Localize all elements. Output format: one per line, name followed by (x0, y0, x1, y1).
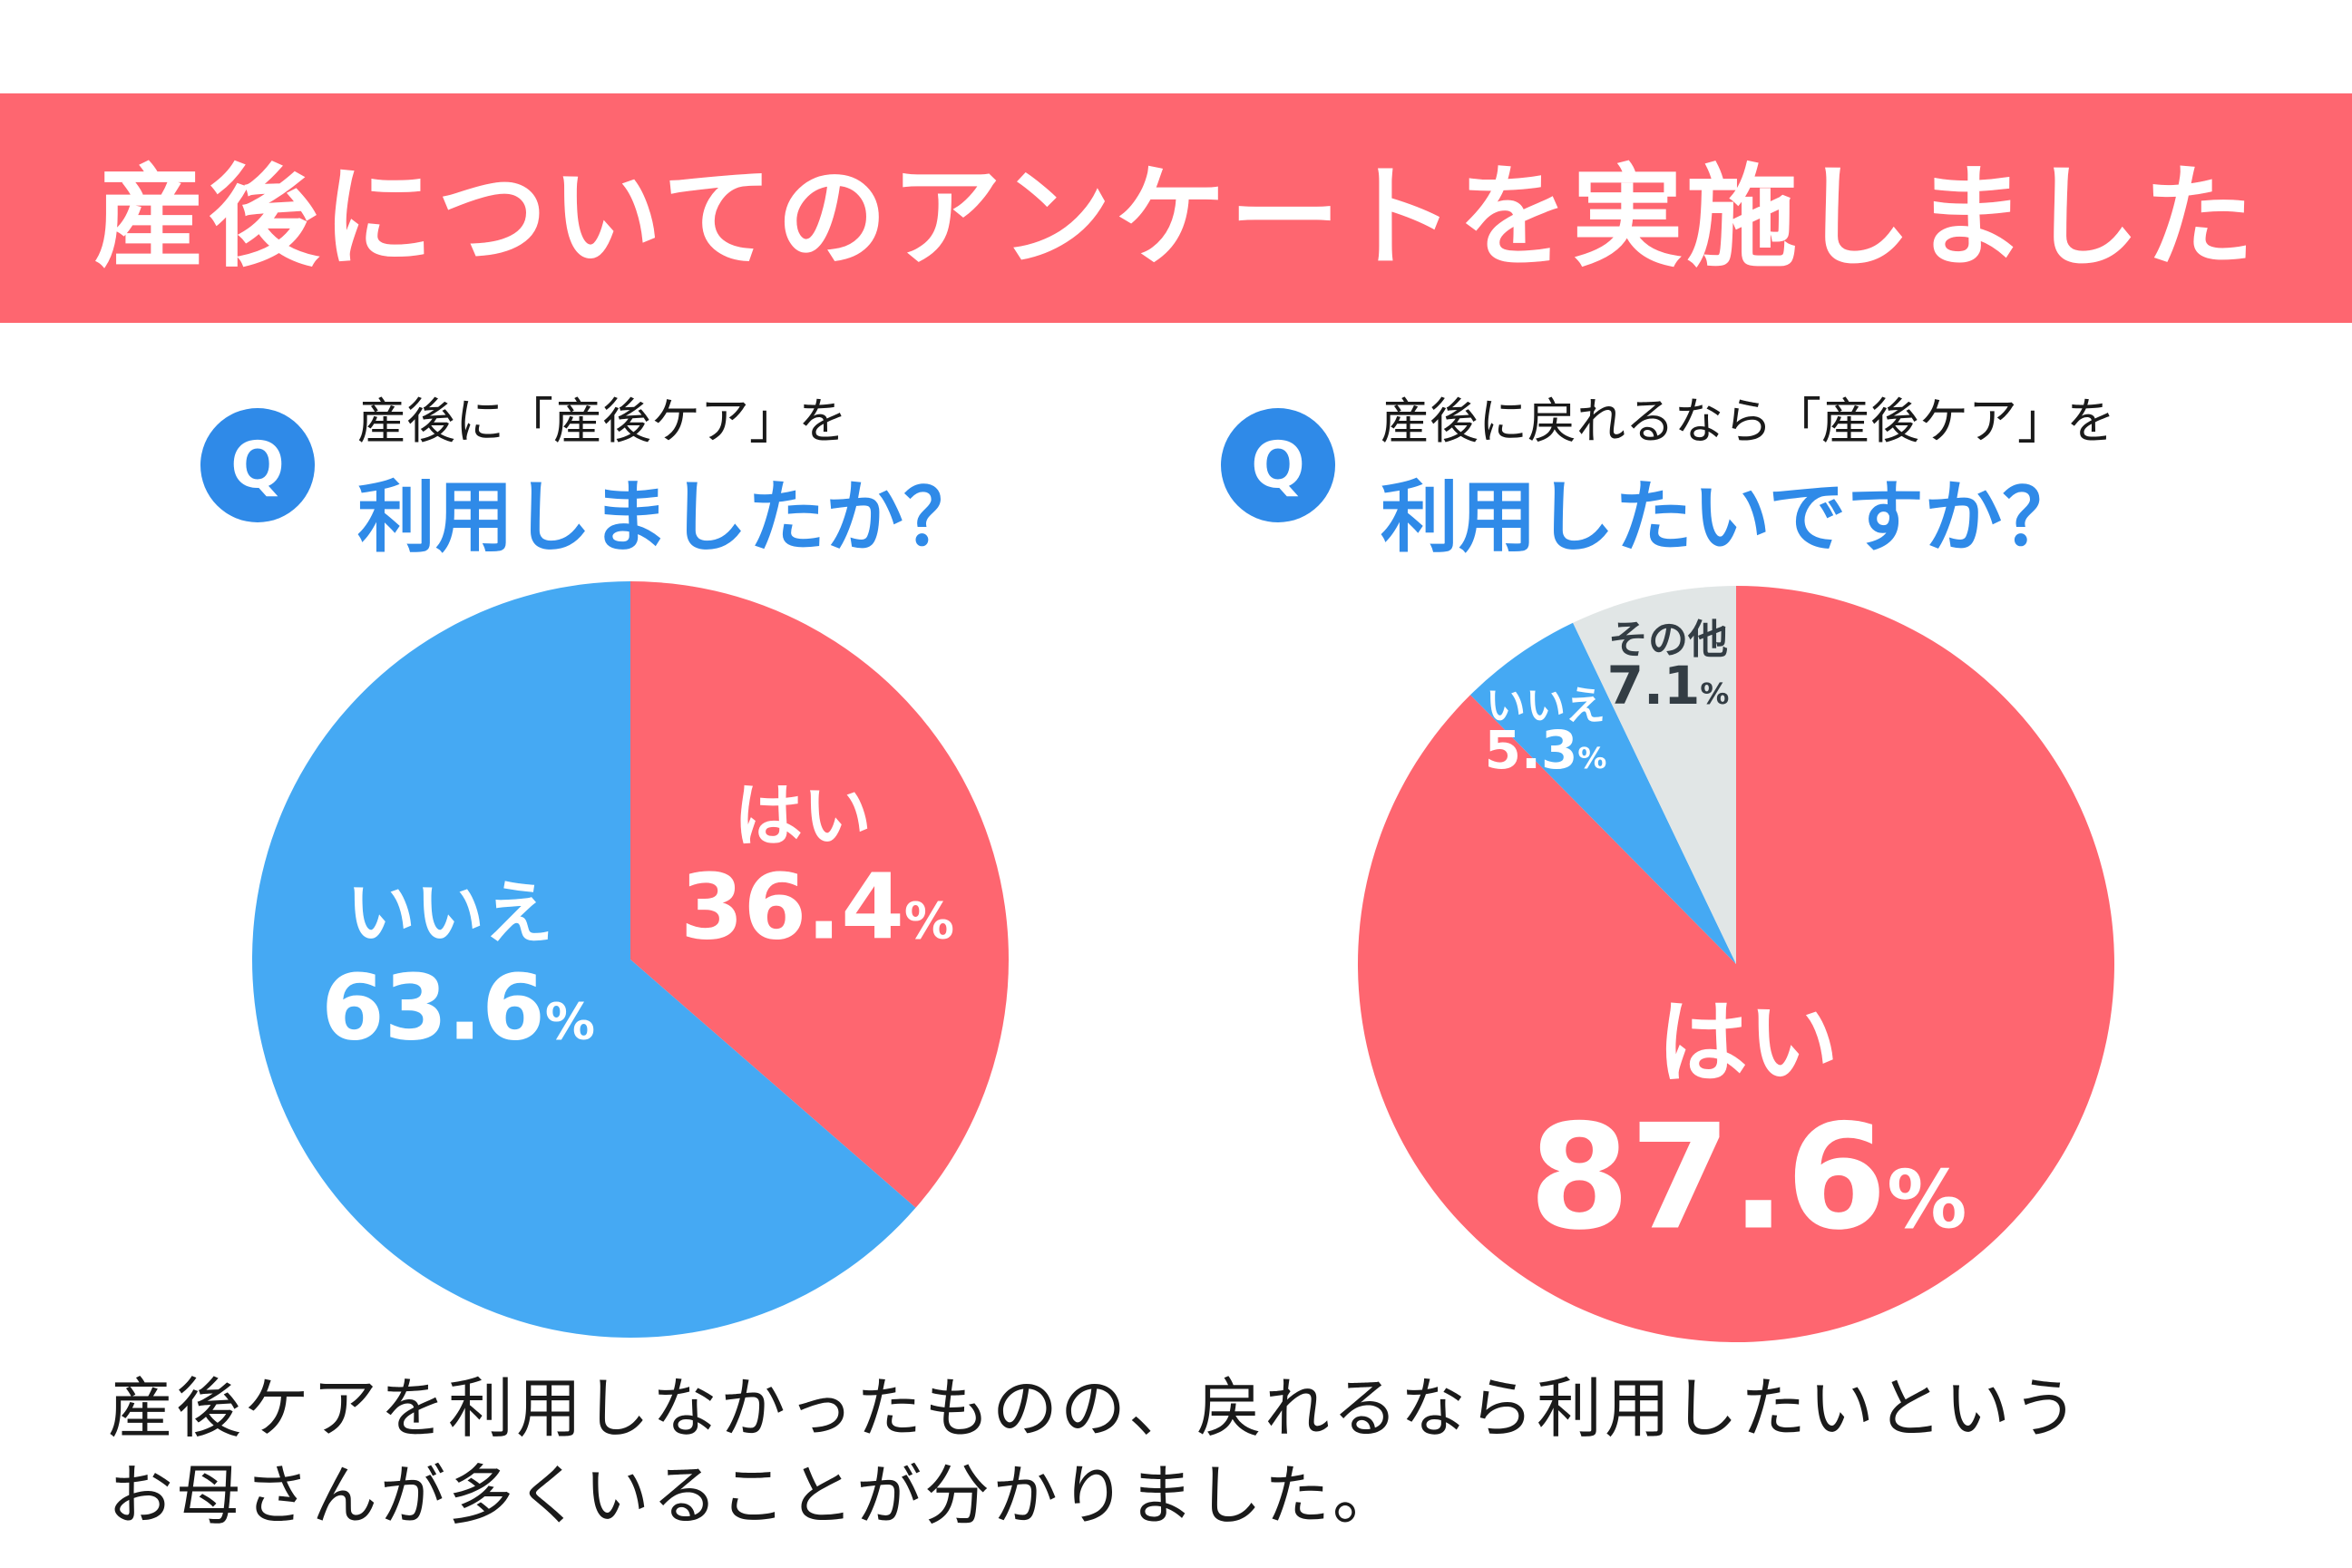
slice-value-other: 7.1% (1606, 655, 1730, 716)
slice-label-no: いいえ (346, 872, 553, 953)
pie-chart-used (251, 581, 1010, 1338)
q-badge-icon: Q (200, 408, 315, 522)
question-2-line2: 利用したいですか？ (1381, 472, 2081, 563)
page-title: 産後についてのアンケートを実施しました (93, 153, 2259, 282)
question-1-line2: 利用しましたか？ (357, 472, 981, 563)
pie-slice-no (1469, 622, 1736, 964)
slice-value-yes: 36.4% (680, 853, 954, 960)
question-2-line1: 産後に戻れるなら「産後ケア」を (1381, 393, 2115, 450)
slice-label-yes: はい (1657, 989, 1839, 1096)
summary-line-1: 産後ケアを利用しなかったものの、戻れるなら利用したいという (108, 1370, 2082, 1446)
q-badge-icon: Q (1221, 408, 1335, 522)
pie-slice-no (251, 581, 916, 1338)
summary-line-2: お母さんが多くいることが分かりました。 (108, 1457, 1401, 1534)
title-banner: 産後についてのアンケートを実施しました (0, 93, 2352, 323)
slice-label-yes: はい (734, 775, 872, 856)
pie-chart-want (1358, 586, 2115, 1343)
slice-value-no: 5.3% (1484, 719, 1607, 781)
slice-label-other: その他 (1608, 617, 1728, 663)
pie-slice-yes (1358, 586, 2115, 1343)
slice-value-yes: 87.6% (1528, 1092, 1967, 1262)
slice-label-no: いいえ (1486, 683, 1605, 729)
pie-slice-other (1573, 586, 1736, 964)
pie-slice-yes (630, 581, 1010, 1208)
question-1-line1: 産後に「産後ケア」を (357, 393, 847, 450)
slice-value-no: 63.6% (321, 954, 595, 1061)
summary-text: 産後ケアを利用しなかったものの、戻れるなら利用したいという お母さんが多くいるこ… (108, 1365, 2081, 1539)
